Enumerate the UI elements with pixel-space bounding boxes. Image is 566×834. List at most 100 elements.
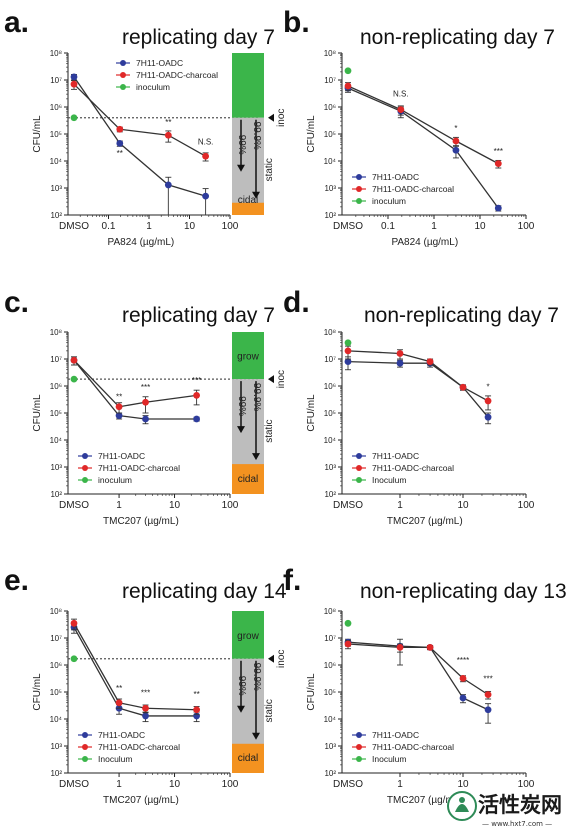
data-point bbox=[142, 712, 149, 720]
legend-label: 7H11-OADC-charcoal bbox=[136, 70, 218, 80]
series-line bbox=[347, 87, 499, 209]
data-point bbox=[115, 412, 123, 420]
y-tick-label: 10⁸ bbox=[324, 607, 336, 616]
x-tick-label: 10 bbox=[184, 221, 196, 232]
cidal-label: cidal bbox=[238, 474, 259, 485]
series-line bbox=[73, 76, 206, 197]
y-axis-label: CFU/mL bbox=[306, 673, 317, 711]
data-point bbox=[344, 358, 352, 366]
significance-label: *** bbox=[141, 688, 150, 697]
legend-label: 7H11-OADC bbox=[372, 730, 419, 740]
y-tick-label: 10⁸ bbox=[324, 49, 336, 58]
significance-label: *** bbox=[192, 376, 201, 385]
x-tick-label: DMSO bbox=[59, 221, 89, 232]
data-point bbox=[452, 146, 460, 154]
static-zone bbox=[232, 379, 264, 473]
panel-label: b. bbox=[283, 6, 310, 39]
data-point bbox=[396, 643, 404, 651]
legend-marker bbox=[356, 186, 362, 192]
data-point bbox=[70, 619, 78, 627]
cidal-zone bbox=[232, 743, 264, 773]
data-point bbox=[116, 125, 124, 133]
data-point bbox=[142, 704, 149, 712]
watermark: 活性炭网 — www.hxt7.com — bbox=[447, 791, 562, 828]
y-tick-label: 10⁴ bbox=[324, 715, 337, 724]
series-line bbox=[73, 622, 197, 711]
y-tick-label: 10⁶ bbox=[50, 103, 62, 112]
significance-label: * bbox=[487, 382, 490, 391]
data-point bbox=[459, 674, 467, 682]
chart-panel-2: b. non-replicating day 710²10³10⁴10⁵10⁶10… bbox=[283, 6, 555, 248]
y-tick-label: 10³ bbox=[324, 463, 336, 472]
x-axis-label: TMC207 (µg/mL) bbox=[103, 516, 179, 527]
x-tick-label: 1 bbox=[397, 500, 403, 511]
y-tick-label: 10⁵ bbox=[50, 688, 62, 697]
legend-label: inoculum bbox=[136, 82, 170, 92]
x-tick-label: 1 bbox=[116, 500, 122, 511]
inoc-label: inoc bbox=[276, 650, 287, 668]
x-axis-label: PA824 (µg/mL) bbox=[108, 237, 175, 248]
legend-marker bbox=[356, 744, 362, 750]
panel-title: replicating day 14 bbox=[122, 580, 287, 603]
y-tick-label: 10⁴ bbox=[324, 436, 337, 445]
x-tick-label: 100 bbox=[518, 779, 535, 790]
x-axis-label: TMC207 (µg/mL) bbox=[387, 516, 463, 527]
x-tick-label: 100 bbox=[518, 221, 535, 232]
x-tick-label: 100 bbox=[222, 221, 239, 232]
data-point bbox=[142, 398, 149, 406]
significance-label: **** bbox=[457, 656, 469, 665]
y-tick-label: 10⁴ bbox=[50, 436, 63, 445]
series-line bbox=[73, 359, 197, 420]
chart-panel-4: d. non-replicating day 7 10² 10³ 10⁴ 10⁵ 10⁶ 10… bbox=[283, 286, 559, 527]
grow-label: grow bbox=[237, 631, 259, 642]
significance-label: ** bbox=[117, 149, 123, 158]
data-point bbox=[193, 391, 201, 399]
data-point bbox=[344, 339, 352, 347]
legend-marker bbox=[356, 465, 362, 471]
data-point bbox=[426, 358, 434, 366]
data-point bbox=[396, 350, 404, 357]
x-tick-label: 100 bbox=[222, 500, 239, 511]
watermark-url: — www.hxt7.com — bbox=[482, 820, 552, 828]
y-tick-label: 10⁶ bbox=[50, 382, 62, 391]
chart-panel-3: c. replicating day 7 10² 10³ 10⁴ 10⁵ 10⁶ 10⁷ 10⁸… bbox=[4, 286, 287, 527]
data-point bbox=[116, 139, 124, 147]
legend-label: 7H11-OADC bbox=[372, 451, 419, 461]
arrowhead-999 bbox=[252, 732, 260, 740]
significance-label: N.S. bbox=[393, 90, 409, 99]
legend-marker bbox=[82, 756, 88, 762]
y-tick-label: 10⁵ bbox=[50, 409, 62, 418]
data-point bbox=[344, 640, 352, 648]
legend-marker bbox=[120, 72, 126, 78]
y-tick-label: 10⁷ bbox=[324, 76, 336, 85]
y-tick-label: 10⁶ bbox=[324, 382, 336, 391]
cidal-label: cidal bbox=[238, 195, 259, 206]
y-tick-label: 10⁴ bbox=[50, 715, 63, 724]
arrowhead-999 bbox=[252, 191, 260, 199]
data-point bbox=[70, 375, 78, 383]
panel-title: non-replicating day 7 bbox=[360, 26, 555, 49]
cidal-zone bbox=[232, 202, 264, 215]
y-tick-label: 10⁵ bbox=[324, 130, 336, 139]
legend-label: 7H11-OADC bbox=[136, 58, 183, 68]
legend-label: 7H11-OADC-charcoal bbox=[372, 184, 454, 194]
data-point bbox=[484, 397, 492, 405]
data-point bbox=[484, 691, 492, 699]
static-label: static bbox=[264, 699, 275, 722]
static-zone bbox=[232, 658, 264, 752]
data-point bbox=[344, 619, 352, 627]
y-tick-label: 10² bbox=[324, 769, 336, 778]
significance-label: ** bbox=[116, 392, 122, 401]
data-point bbox=[202, 192, 210, 200]
legend-marker bbox=[120, 84, 126, 90]
x-tick-label: 10 bbox=[474, 221, 486, 232]
data-point bbox=[459, 694, 467, 702]
y-tick-label: 10² bbox=[324, 211, 336, 220]
legend-marker bbox=[82, 732, 88, 738]
y-tick-label: 10² bbox=[50, 769, 62, 778]
x-tick-label: DMSO bbox=[333, 779, 363, 790]
x-tick-label: 100 bbox=[518, 500, 535, 511]
y-tick-label: 10² bbox=[50, 490, 62, 499]
legend-marker bbox=[82, 465, 88, 471]
legend-label: 7H11-OADC bbox=[98, 730, 145, 740]
